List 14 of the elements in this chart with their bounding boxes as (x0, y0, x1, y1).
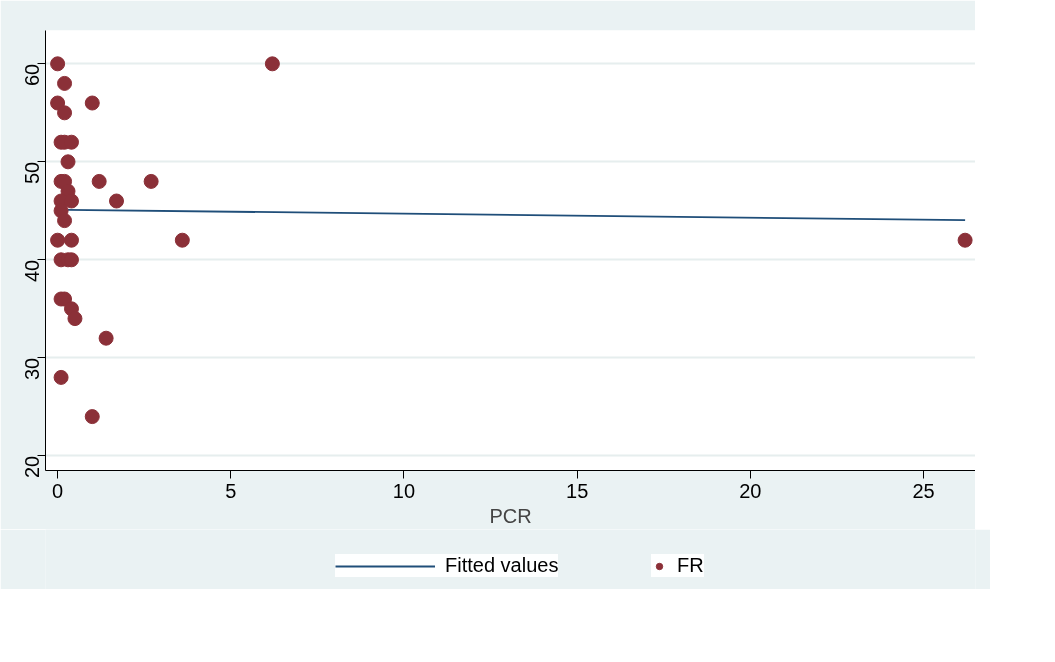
x-tick-label: 25 (912, 479, 935, 502)
x-tick-label: 5 (225, 479, 237, 502)
x-tick-label: 15 (566, 479, 589, 502)
y-tick-label: 60 (21, 63, 44, 87)
legend-label: Fitted values (445, 554, 559, 577)
x-tick-label: 0 (52, 479, 64, 502)
y-tick-label: 40 (21, 259, 44, 283)
legend-label: FR (677, 554, 704, 577)
y-tick-label: 50 (21, 161, 44, 185)
y-tick-label: 20 (21, 455, 44, 479)
x-tick-label: 10 (392, 479, 416, 502)
y-tick-label: 30 (21, 357, 44, 381)
x-tick-label: 20 (739, 479, 762, 502)
x-axis-title: PCR (489, 504, 532, 527)
